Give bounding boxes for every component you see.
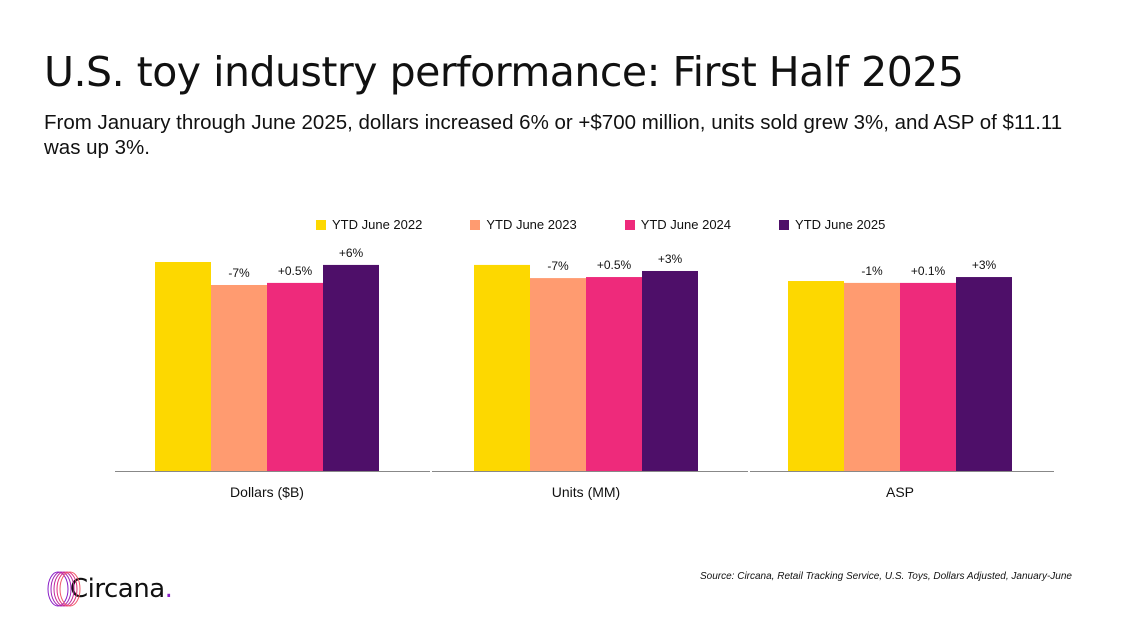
data-label: -7% bbox=[547, 259, 569, 273]
legend-swatch bbox=[316, 219, 326, 230]
bar bbox=[474, 264, 530, 471]
data-label: +0.5% bbox=[597, 258, 632, 272]
data-label: +0.5% bbox=[278, 264, 313, 278]
legend-swatch bbox=[779, 219, 790, 230]
legend-label: YTD June 2025 bbox=[795, 217, 886, 232]
legend-item: YTD June 2022 bbox=[316, 217, 422, 232]
legend-item: YTD June 2024 bbox=[624, 217, 732, 232]
legend-item: YTD June 2023 bbox=[470, 217, 577, 232]
circana-logo: Circana. bbox=[44, 570, 173, 608]
page-title: U.S. toy industry performance: First Hal… bbox=[44, 48, 964, 96]
legend-swatch bbox=[470, 219, 481, 230]
category-label: Dollars ($B) bbox=[230, 484, 304, 500]
bar bbox=[586, 277, 642, 471]
category-label: Units (MM) bbox=[552, 484, 620, 500]
legend-swatch bbox=[624, 219, 635, 230]
bar bbox=[267, 282, 323, 471]
data-label: -1% bbox=[861, 264, 883, 278]
legend: YTD June 2022 YTD June 2023 YTD June 202… bbox=[316, 217, 933, 232]
bar bbox=[900, 282, 956, 471]
subtitle: From January through June 2025, dollars … bbox=[44, 111, 1063, 159]
source-note: Source: Circana, Retail Tracking Service… bbox=[699, 571, 1072, 582]
bar bbox=[155, 262, 211, 471]
logo-text: Circana bbox=[70, 574, 165, 604]
bar bbox=[530, 278, 586, 471]
category-label: ASP bbox=[886, 484, 914, 500]
data-label: +0.1% bbox=[911, 264, 946, 278]
data-label: +3% bbox=[972, 258, 997, 272]
logo-dot: . bbox=[164, 574, 173, 604]
legend-label: YTD June 2023 bbox=[486, 217, 577, 232]
circana-rings-icon bbox=[47, 571, 81, 607]
legend-item: YTD June 2025 bbox=[779, 217, 885, 232]
bar bbox=[211, 284, 267, 471]
legend-label: YTD June 2024 bbox=[640, 217, 732, 232]
bar bbox=[323, 264, 379, 471]
data-label: +3% bbox=[658, 252, 683, 266]
bar bbox=[642, 270, 698, 471]
data-label: -7% bbox=[228, 266, 250, 280]
bar bbox=[844, 282, 900, 471]
data-label: +6% bbox=[339, 246, 364, 260]
bar bbox=[956, 277, 1012, 471]
bar bbox=[788, 281, 844, 471]
legend-label: YTD June 2022 bbox=[332, 217, 423, 232]
